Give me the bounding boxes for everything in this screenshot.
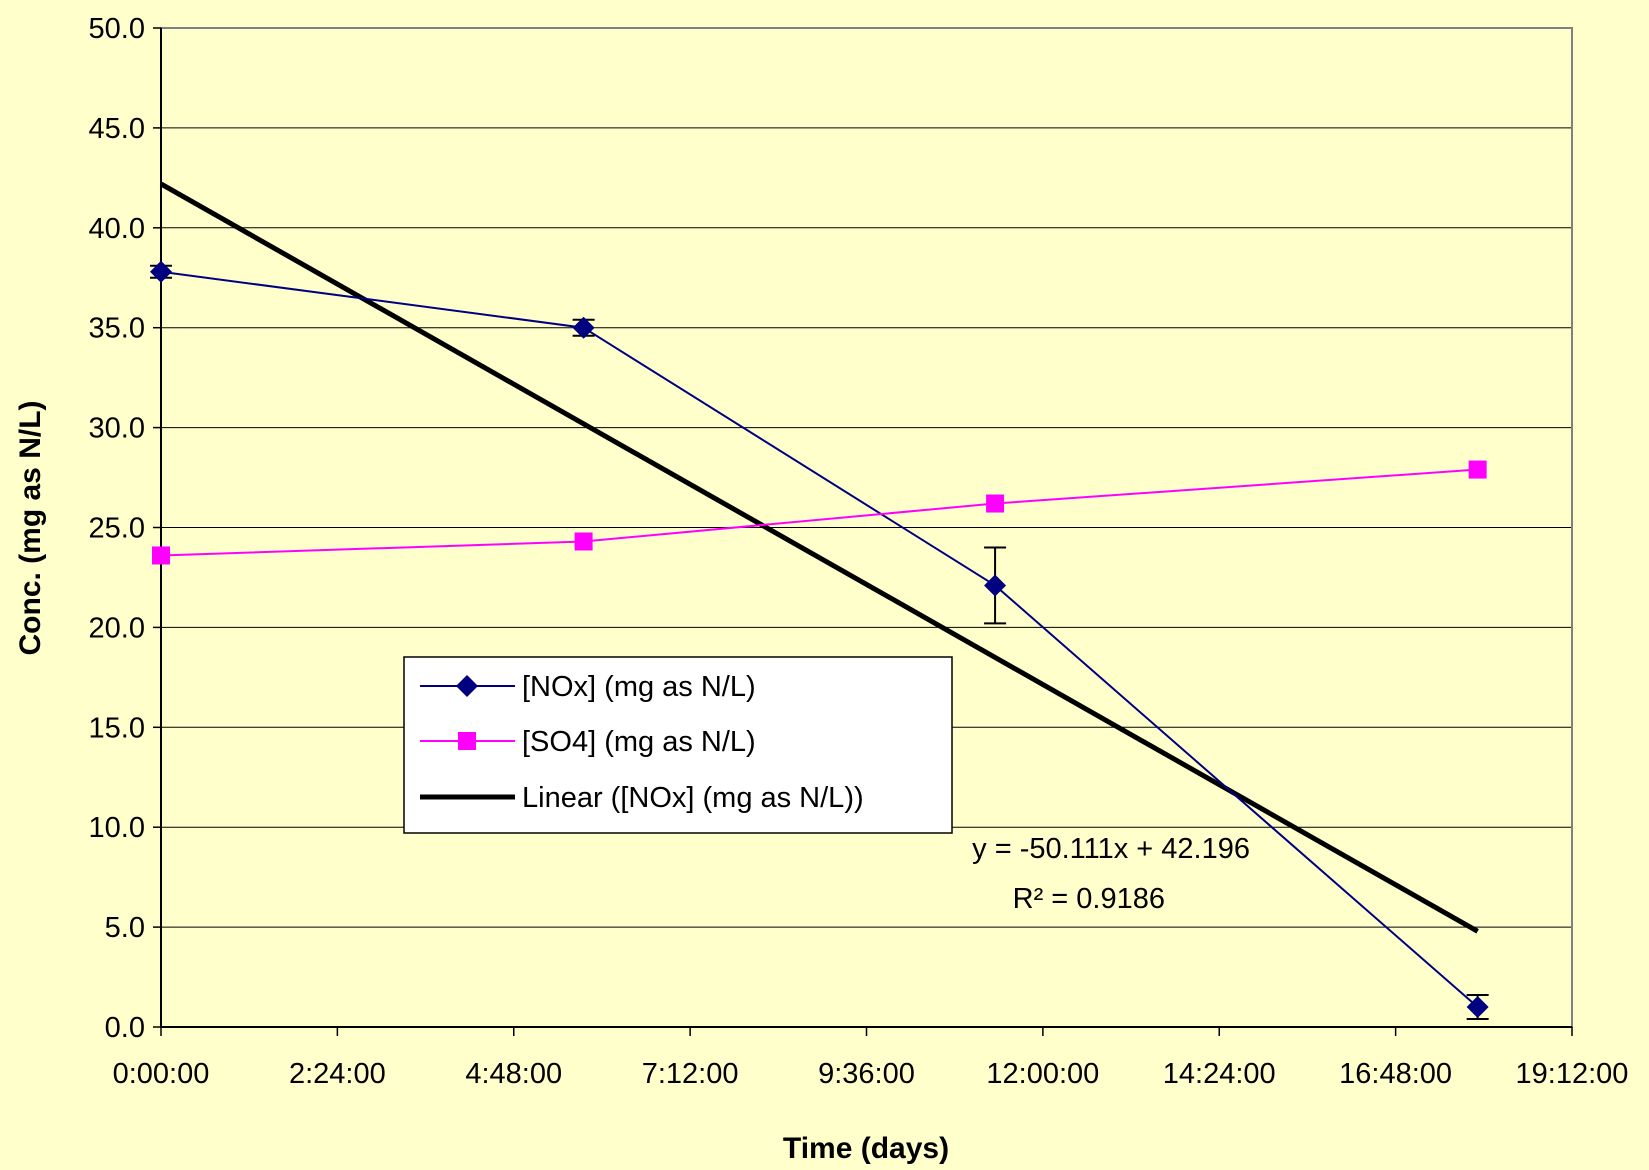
y-tick-label: 30.0 bbox=[89, 413, 145, 445]
r-squared-label: R² = 0.9186 bbox=[1013, 883, 1165, 915]
markers bbox=[150, 260, 1489, 1019]
nox-data-point bbox=[1466, 996, 1489, 1019]
so4-data-point bbox=[986, 494, 1005, 513]
so4-data-point bbox=[574, 532, 593, 551]
x-tick-label: 0:00:00 bbox=[113, 1058, 210, 1090]
y-tick-label: 10.0 bbox=[89, 812, 145, 844]
y-tick-label: 5.0 bbox=[105, 912, 145, 944]
y-tick-label: 20.0 bbox=[89, 612, 145, 644]
nox-data-point bbox=[150, 260, 172, 283]
x-tick-label: 7:12:00 bbox=[642, 1058, 739, 1090]
nox-data-point bbox=[984, 574, 1007, 597]
so4-data-point bbox=[1468, 460, 1487, 479]
legend: [NOx] (mg as N/L) [SO4] (mg as N/L) Line… bbox=[403, 656, 953, 834]
legend-nox-label: [NOx] (mg as N/L) bbox=[522, 671, 756, 703]
trendline-equation: y = -50.111x + 42.196 bbox=[972, 833, 1250, 865]
y-axis-title: Conc. (mg as N/L) bbox=[14, 400, 47, 655]
x-tick-label: 14:24:00 bbox=[1163, 1058, 1276, 1090]
legend-nox-marker bbox=[456, 675, 478, 697]
trendline-layer bbox=[159, 181, 1479, 934]
y-tick-label: 25.0 bbox=[89, 513, 145, 545]
x-tick-label: 19:12:00 bbox=[1516, 1058, 1629, 1090]
x-tick-label: 9:36:00 bbox=[818, 1058, 915, 1090]
y-tick-label: 50.0 bbox=[89, 13, 145, 45]
legend-linear-label: Linear ([NOx] (mg as N/L)) bbox=[522, 782, 864, 814]
legend-so4-marker bbox=[458, 732, 476, 750]
y-tick-label: 40.0 bbox=[89, 213, 145, 245]
x-axis-title: Time (days) bbox=[783, 1132, 949, 1165]
tick-labels: 0.0 5.0 10.0 15.0 20.0 25.0 30.0 35.0 40.0 45.0 50… bbox=[89, 13, 1629, 1090]
x-tick-label: 12:00:00 bbox=[986, 1058, 1099, 1090]
y-tick-label: 45.0 bbox=[89, 113, 145, 145]
x-tick-label: 16:48:00 bbox=[1339, 1058, 1452, 1090]
y-tick-label: 15.0 bbox=[89, 712, 145, 744]
so4-data-point bbox=[152, 546, 170, 565]
axes bbox=[153, 27, 1573, 1036]
trendline bbox=[159, 181, 1479, 934]
nox-data-point bbox=[572, 316, 595, 339]
nox-series-line bbox=[160, 270, 1479, 1008]
x-tick-label: 2:24:00 bbox=[289, 1058, 386, 1090]
legend-so4-label: [SO4] (mg as N/L) bbox=[522, 726, 756, 758]
so4-series-line bbox=[160, 468, 1478, 557]
x-tick-label: 4:48:00 bbox=[465, 1058, 562, 1090]
series-layer bbox=[160, 270, 1479, 1008]
y-tick-label: 0.0 bbox=[105, 1012, 145, 1044]
y-tick-label: 35.0 bbox=[89, 313, 145, 345]
